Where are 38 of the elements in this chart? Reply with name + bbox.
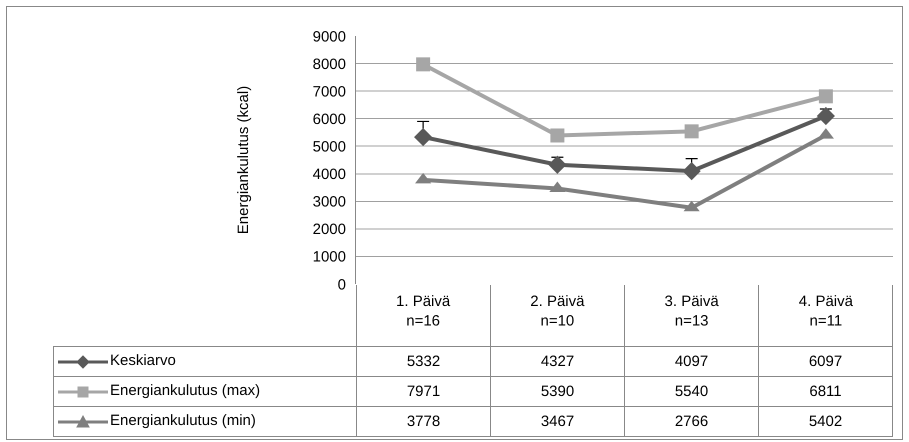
data-label: 5540 [624,376,758,406]
y-tick-label: 5000 [312,138,346,156]
y-tick-label: 0 [338,276,346,294]
data-label: 4097 [624,346,758,376]
x-tick-label: 1. Päivä n=16 [396,293,451,330]
y-tick-label: 4000 [312,166,346,184]
data-label: 2766 [624,406,758,436]
y-tick-label: 7000 [312,83,346,100]
data-label: 3778 [356,406,490,436]
data-label: 3467 [490,406,624,436]
y-tick-label: 9000 [312,28,346,46]
data-label: 5332 [356,346,490,376]
x-tick-label: 2. Päivä n=10 [530,293,586,330]
data-label: 5390 [490,376,624,406]
legend-label: Energiankulutus (max) [110,382,260,400]
legend-label: Keskiarvo [110,352,176,370]
x-tick-label: 4. Päivä n=11 [798,293,854,330]
point [414,128,432,146]
point [816,106,835,126]
data-label: 6811 [758,376,892,406]
legend-label: Energiankulutus (min) [110,412,256,430]
y-tick-label: 1000 [312,248,346,266]
point [416,57,430,72]
x-tick-label: 3. Päivä n=13 [664,293,720,330]
y-axis-title: Energiankulutus (kcal) [234,86,252,234]
y-tick-label: 6000 [312,110,346,128]
point [684,124,699,138]
data-label: 5402 [758,406,892,436]
data-label: 7971 [356,376,490,406]
point [550,128,564,142]
point [548,156,566,174]
y-tick-label: 8000 [312,56,346,73]
data-label: 4327 [490,346,624,376]
point [682,162,701,180]
y-tick-label: 2000 [312,221,346,238]
y-tick-label: 3000 [312,194,346,211]
point [818,89,833,104]
data-label: 6097 [758,346,892,376]
